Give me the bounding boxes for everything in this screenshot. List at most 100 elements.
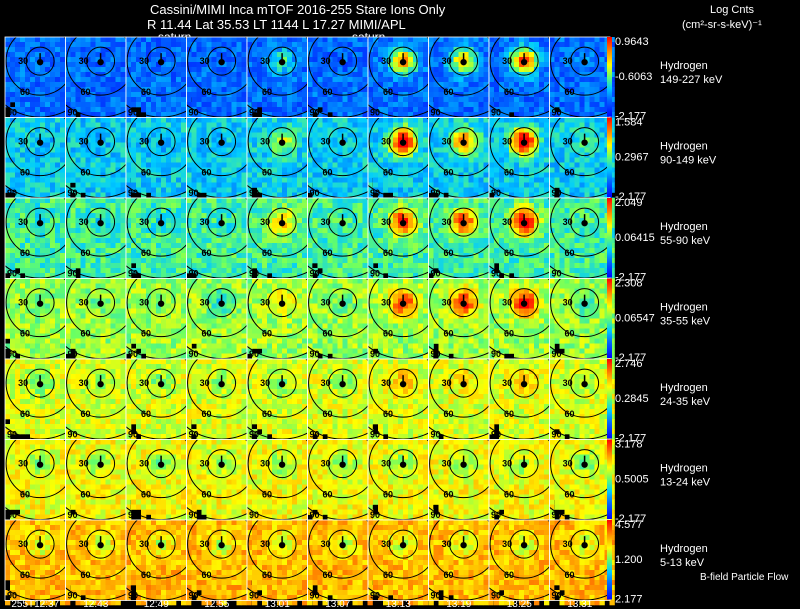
heatmap-cell: [241, 112, 247, 118]
heatmap-cell: [216, 62, 222, 68]
colorbar-title: Log Cnts: [710, 4, 755, 16]
heatmap-cell: [357, 187, 363, 193]
heatmap-cell: [141, 102, 147, 108]
heatmap-cell: [236, 107, 242, 113]
heatmap-cell: [352, 162, 358, 168]
heatmap-cell: [494, 132, 500, 138]
heatmap-cell: [408, 57, 414, 63]
heatmap-cell: [499, 82, 505, 88]
heatmap-cell: [423, 157, 429, 163]
heatmap-cell: [10, 67, 16, 73]
heatmap-cell: [20, 198, 26, 204]
heatmap-cell: [141, 228, 147, 234]
heatmap-cell: [231, 57, 237, 63]
heatmap-cell: [352, 187, 358, 193]
heatmap-cell: [362, 72, 368, 78]
heatmap-cell: [136, 67, 142, 73]
heatmap-cell: [307, 167, 313, 173]
heatmap-cell: [136, 208, 142, 214]
heatmap-cell: [40, 238, 46, 244]
heatmap-cell: [529, 67, 535, 73]
heatmap-cell: [368, 162, 374, 168]
heatmap-cell: [287, 42, 293, 48]
heatmap-cell: [352, 37, 358, 43]
heatmap-cell: [423, 112, 429, 118]
heatmap-cell: [413, 62, 419, 68]
heatmap-cell: [352, 77, 358, 83]
heatmap-cell: [146, 203, 152, 209]
heatmap-cell: [10, 112, 16, 118]
heatmap-cell: [584, 87, 590, 93]
heatmap-cell: [448, 77, 454, 83]
heatmap-cell: [544, 157, 550, 163]
heatmap-cell: [100, 258, 106, 264]
heatmap-cell: [463, 112, 469, 118]
heatmap-cell: [115, 97, 121, 103]
heatmap-cell: [489, 42, 495, 48]
heatmap-cell: [544, 87, 550, 93]
heatmap-cell: [115, 127, 121, 133]
heatmap-cell: [105, 42, 111, 48]
heatmap-cell: [307, 57, 313, 63]
heatmap-cell: [85, 47, 91, 53]
ring-label: 30: [79, 56, 89, 66]
heatmap-cell: [347, 97, 353, 103]
heatmap-cell: [95, 198, 101, 204]
heatmap-cell: [272, 137, 278, 143]
heatmap-cell: [30, 72, 36, 78]
heatmap-cell: [40, 187, 46, 193]
heatmap-cell: [478, 127, 484, 133]
heatmap-cell: [408, 37, 414, 43]
heatmap-cell: [342, 52, 348, 58]
heatmap-cell: [201, 77, 207, 83]
heatmap-cell: [599, 67, 605, 73]
range-ring: [126, 37, 187, 96]
heatmap-cell: [478, 142, 484, 148]
heatmap-cell: [247, 72, 253, 78]
heatmap-cell: [599, 137, 605, 143]
heatmap-cell: [277, 62, 283, 68]
heatmap-cell: [50, 42, 56, 48]
heatmap-cell: [181, 77, 187, 83]
heatmap-cell: [302, 37, 308, 43]
heatmap-cell: [156, 122, 162, 128]
heatmap-cell: [55, 107, 61, 113]
heatmap-cell: [115, 243, 121, 249]
heatmap-cell: [181, 62, 187, 68]
heatmap-cell: [282, 107, 288, 113]
heatmap-cell: [413, 82, 419, 88]
heatmap-cell: [599, 82, 605, 88]
heatmap-cell: [403, 122, 409, 128]
heatmap-cell: [15, 72, 21, 78]
heatmap-cell: [307, 82, 313, 88]
heatmap-cell: [65, 72, 71, 78]
heatmap-cell: [579, 107, 585, 113]
heatmap-cell: [115, 177, 121, 183]
heatmap-cell: [216, 97, 222, 103]
saturn-marker: [339, 139, 346, 146]
heatmap-cell: [524, 77, 530, 83]
heatmap-cell: [45, 187, 51, 193]
heatmap-cell: [489, 52, 495, 58]
heatmap-cell: [483, 37, 489, 43]
heatmap-cell: [171, 122, 177, 128]
heatmap-cell: [428, 117, 434, 123]
heatmap-cell: [120, 157, 126, 163]
heatmap-cell: [282, 67, 288, 73]
heatmap-cell: [539, 72, 545, 78]
heatmap-cell: [524, 112, 530, 118]
heatmap-cell: [85, 62, 91, 68]
heatmap-cell: [110, 233, 116, 239]
heatmap-cell: [156, 87, 162, 93]
heatmap-cell: [65, 57, 71, 63]
heatmap-cell: [35, 228, 41, 234]
heatmap-cell: [166, 52, 172, 58]
heatmap-cell: [499, 52, 505, 58]
heatmap-cell: [236, 52, 242, 58]
heatmap-cell: [519, 182, 525, 188]
heatmap-cell: [347, 132, 353, 138]
heatmap-cell: [579, 62, 585, 68]
heatmap-cell: [589, 187, 595, 193]
heatmap-cell: [146, 122, 152, 128]
heatmap-cell: [489, 177, 495, 183]
